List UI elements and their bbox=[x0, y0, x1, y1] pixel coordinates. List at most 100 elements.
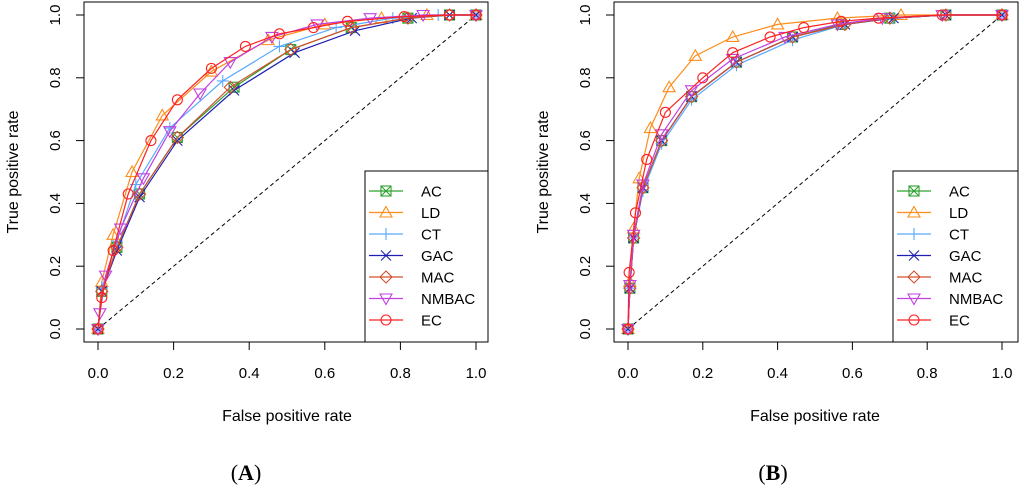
data-point-ec-b bbox=[798, 22, 810, 34]
y-tick-label-b: 0.6 bbox=[577, 130, 594, 151]
legend-label-nmbac: NMBAC bbox=[421, 291, 475, 308]
data-point-gac-a bbox=[171, 135, 183, 146]
data-point-ec-b bbox=[936, 9, 948, 21]
data-point-ec-a bbox=[239, 40, 251, 52]
data-point-nmbac-a bbox=[98, 270, 113, 283]
data-point-nmbac-a bbox=[223, 57, 238, 70]
y-axis-title-b: True positive rate bbox=[535, 110, 552, 233]
data-point-ld-a bbox=[155, 108, 170, 121]
data-point-mac-b bbox=[939, 8, 953, 22]
data-point-ec-a bbox=[107, 244, 119, 257]
data-point-ec-a bbox=[96, 292, 108, 304]
data-point-mac-a bbox=[344, 20, 359, 35]
legend-b: AC LD CT GAC MAC NMBAC EC bbox=[892, 170, 1019, 343]
y-tick-label-a: 0.4 bbox=[47, 193, 64, 214]
data-point-ec-b bbox=[996, 9, 1008, 21]
data-point-mac-b bbox=[729, 55, 744, 69]
y-tick-label-b: 0.0 bbox=[577, 319, 594, 340]
data-point-mac-b bbox=[684, 89, 699, 104]
data-point-ld-b bbox=[632, 171, 647, 184]
data-point-nmbac-b bbox=[875, 13, 890, 26]
y-axis-a: 0.0 0.2 0.4 0.6 0.8 1.0 bbox=[47, 5, 84, 340]
data-point-ec-b bbox=[641, 153, 653, 165]
series-line-ec-b bbox=[627, 14, 1002, 330]
legend-label-mac: MAC bbox=[949, 270, 983, 287]
chart-panel-a: 0.0 0.2 0.4 0.6 0.8 1.0 0.0 0.2 0.4 0.6 0.8 1.0 Fals… bbox=[5, 1, 489, 485]
legend-marker-nmbac bbox=[907, 293, 921, 306]
data-point-nmbac-b bbox=[725, 53, 740, 67]
data-point-ct-b bbox=[786, 34, 799, 47]
data-point-mac-b bbox=[636, 180, 650, 195]
series-group-b bbox=[621, 7, 1009, 337]
x-axis-a: 0.0 0.2 0.4 0.6 0.8 1.0 bbox=[88, 341, 487, 382]
diagonal-line-b bbox=[627, 14, 1003, 330]
data-point-ec-a bbox=[92, 323, 104, 335]
data-point-ld-b bbox=[725, 29, 740, 43]
diagonal-line-a bbox=[97, 14, 477, 330]
data-point-ec-a bbox=[171, 94, 183, 106]
data-point-ec-b bbox=[697, 72, 709, 84]
data-point-ld-b bbox=[770, 17, 785, 30]
legend-label-nmbac: NMBAC bbox=[949, 291, 1003, 308]
legend-marker-gac bbox=[908, 250, 920, 261]
data-point-ec-b bbox=[622, 323, 634, 335]
legend-marker-nmbac bbox=[379, 293, 393, 306]
x-tick-label-b: 0.0 bbox=[618, 365, 639, 382]
data-point-mac-a bbox=[223, 80, 238, 94]
legend-marker-ac bbox=[908, 185, 920, 197]
data-point-mac-b bbox=[785, 30, 800, 44]
legend-label-mac: MAC bbox=[421, 270, 455, 287]
data-point-ec-a bbox=[122, 188, 134, 200]
data-point-ld-a bbox=[106, 227, 121, 240]
x-tick-label-b: 0.6 bbox=[842, 365, 863, 382]
data-point-ec-a bbox=[205, 62, 217, 74]
data-point-mac-a bbox=[170, 130, 185, 145]
legend-a: AC LD CT GAC MAC NMBAC EC bbox=[364, 170, 489, 343]
x-axis-b: 0.0 0.2 0.4 0.6 0.8 1.0 bbox=[618, 341, 1012, 382]
x-tick-label-a: 0.4 bbox=[239, 365, 260, 382]
legend-box-b bbox=[892, 170, 1019, 343]
data-point-ec-a bbox=[470, 9, 482, 21]
x-tick-label-a: 1.0 bbox=[466, 365, 487, 382]
data-point-ec-b bbox=[659, 106, 671, 118]
x-axis-title-a: False positive rate bbox=[222, 408, 352, 425]
legend-label-ec: EC bbox=[421, 313, 442, 330]
x-tick-label-b: 0.4 bbox=[767, 365, 788, 382]
data-point-nmbac-a bbox=[136, 173, 151, 186]
y-tick-label-b: 1.0 bbox=[577, 5, 594, 26]
data-point-ec-a bbox=[307, 22, 320, 34]
y-tick-label-a: 1.0 bbox=[47, 5, 64, 26]
x-tick-label-a: 0.6 bbox=[314, 365, 335, 382]
data-point-ec-b bbox=[629, 207, 642, 219]
series-line-ec-a bbox=[97, 14, 476, 330]
data-point-ec-b bbox=[623, 266, 635, 279]
data-point-ec-a bbox=[443, 9, 456, 21]
data-point-ec-a bbox=[341, 15, 354, 27]
series-line-mac-a bbox=[97, 14, 476, 330]
data-point-mac-a bbox=[132, 187, 147, 201]
data-point-mac-b bbox=[626, 231, 641, 245]
y-tick-label-a: 0.8 bbox=[47, 67, 64, 88]
y-tick-label-a: 0.0 bbox=[47, 319, 64, 340]
y-tick-label-a: 0.6 bbox=[47, 130, 64, 151]
legend-label-ct: CT bbox=[949, 227, 969, 244]
legend-marker-ct bbox=[380, 228, 392, 240]
x-tick-label-a: 0.2 bbox=[163, 365, 184, 382]
data-point-nmbac-a bbox=[193, 88, 208, 101]
legend-label-gac: GAC bbox=[949, 248, 982, 265]
legend-marker-mac bbox=[907, 270, 921, 284]
y-tick-label-a: 0.2 bbox=[47, 256, 64, 277]
series-group-a bbox=[91, 7, 483, 337]
data-point-ld-a bbox=[419, 7, 434, 21]
legend-marker-ct bbox=[908, 228, 920, 240]
data-point-ec-b bbox=[764, 31, 776, 43]
data-point-ct-a bbox=[273, 40, 286, 53]
legend-label-gac: GAC bbox=[421, 248, 454, 265]
legend-marker-gac bbox=[380, 250, 392, 261]
legend-marker-ec bbox=[380, 314, 392, 326]
data-point-ct-a bbox=[216, 74, 229, 87]
data-point-mac-b bbox=[654, 133, 669, 148]
data-point-ld-b bbox=[643, 120, 658, 134]
x-axis-title-b: False positive rate bbox=[750, 408, 880, 425]
